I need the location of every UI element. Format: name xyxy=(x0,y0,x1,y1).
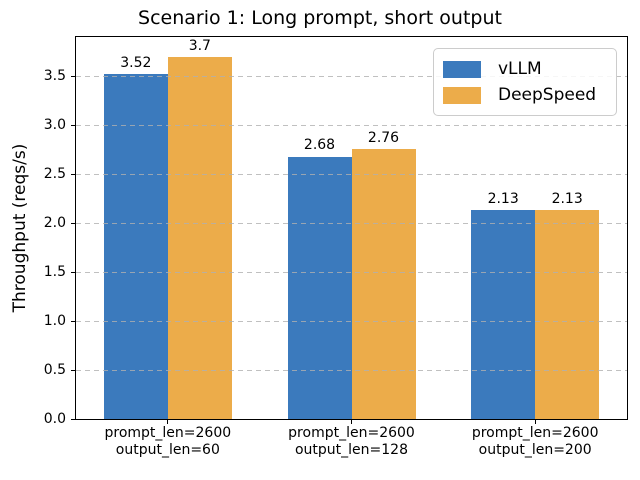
bar-deepspeed-group2 xyxy=(351,148,416,419)
y-tick-mark xyxy=(71,124,75,126)
y-tick-label: 1.0 xyxy=(43,313,66,330)
x-tick-mark xyxy=(534,420,536,424)
chart-title: Scenario 1: Long prompt, short output xyxy=(138,7,502,29)
y-tick-mark xyxy=(71,320,75,322)
y-gridline xyxy=(76,124,627,126)
bar-value-label: 3.52 xyxy=(120,55,152,72)
legend-label: vLLM xyxy=(498,59,542,79)
bar-value-label: 2.13 xyxy=(487,191,519,208)
bar-deepspeed-group3 xyxy=(535,210,600,419)
bar-value-label: 3.7 xyxy=(188,37,211,54)
legend-swatch-vllm xyxy=(443,60,481,78)
y-gridline xyxy=(76,271,627,273)
bar-value-label: 2.13 xyxy=(551,191,583,208)
legend-item-deepspeed: DeepSpeed xyxy=(434,82,616,108)
legend-label: DeepSpeed xyxy=(498,85,597,105)
x-tick-label-line: output_len=200 xyxy=(478,442,592,458)
x-tick-label-line: prompt_len=2600 xyxy=(288,425,415,441)
y-tick-mark xyxy=(71,418,75,420)
bar-value-label: 2.68 xyxy=(303,137,336,154)
bar-vllm-group2 xyxy=(287,156,352,419)
x-tick-label-line: prompt_len=2600 xyxy=(471,425,599,441)
x-tick-label-line: output_len=128 xyxy=(294,442,408,458)
x-tick-label-group1: prompt_len=2600 output_len=60 xyxy=(73,425,263,459)
y-tick-label: 3.0 xyxy=(43,117,66,134)
y-tick-mark xyxy=(71,369,75,371)
y-tick-label: 2.0 xyxy=(43,215,66,232)
y-tick-label: 1.5 xyxy=(43,264,66,281)
bar-vllm-group1 xyxy=(103,74,168,419)
y-tick-label: 3.5 xyxy=(43,68,66,85)
y-tick-mark xyxy=(71,222,75,224)
y-gridline xyxy=(76,173,627,175)
x-tick-label-line: output_len=60 xyxy=(115,442,220,458)
x-tick-label-group3: prompt_len=2600 output_len=200 xyxy=(440,425,630,459)
x-tick-label-group2: prompt_len=2600 output_len=128 xyxy=(257,425,447,459)
y-tick-label: 0.0 xyxy=(43,411,66,427)
legend-swatch-deepspeed xyxy=(443,86,481,104)
y-gridline xyxy=(76,369,627,371)
y-tick-label: 0.5 xyxy=(43,362,66,379)
y-tick-mark xyxy=(71,173,75,175)
y-gridline xyxy=(76,75,627,77)
bar-deepspeed-group1 xyxy=(167,56,232,419)
y-tick-label: 2.5 xyxy=(43,166,66,183)
legend: vLLM DeepSpeed xyxy=(433,48,617,116)
y-gridline xyxy=(76,320,627,322)
y-gridline xyxy=(76,222,627,224)
x-tick-mark xyxy=(167,420,169,424)
x-tick-mark xyxy=(351,420,352,424)
bar-value-label: 2.76 xyxy=(367,129,400,146)
legend-item-vllm: vLLM xyxy=(434,56,616,82)
y-tick-mark xyxy=(71,75,75,77)
x-tick-label-line: prompt_len=2600 xyxy=(104,425,232,441)
y-tick-mark xyxy=(71,271,75,273)
bar-vllm-group3 xyxy=(471,210,536,419)
